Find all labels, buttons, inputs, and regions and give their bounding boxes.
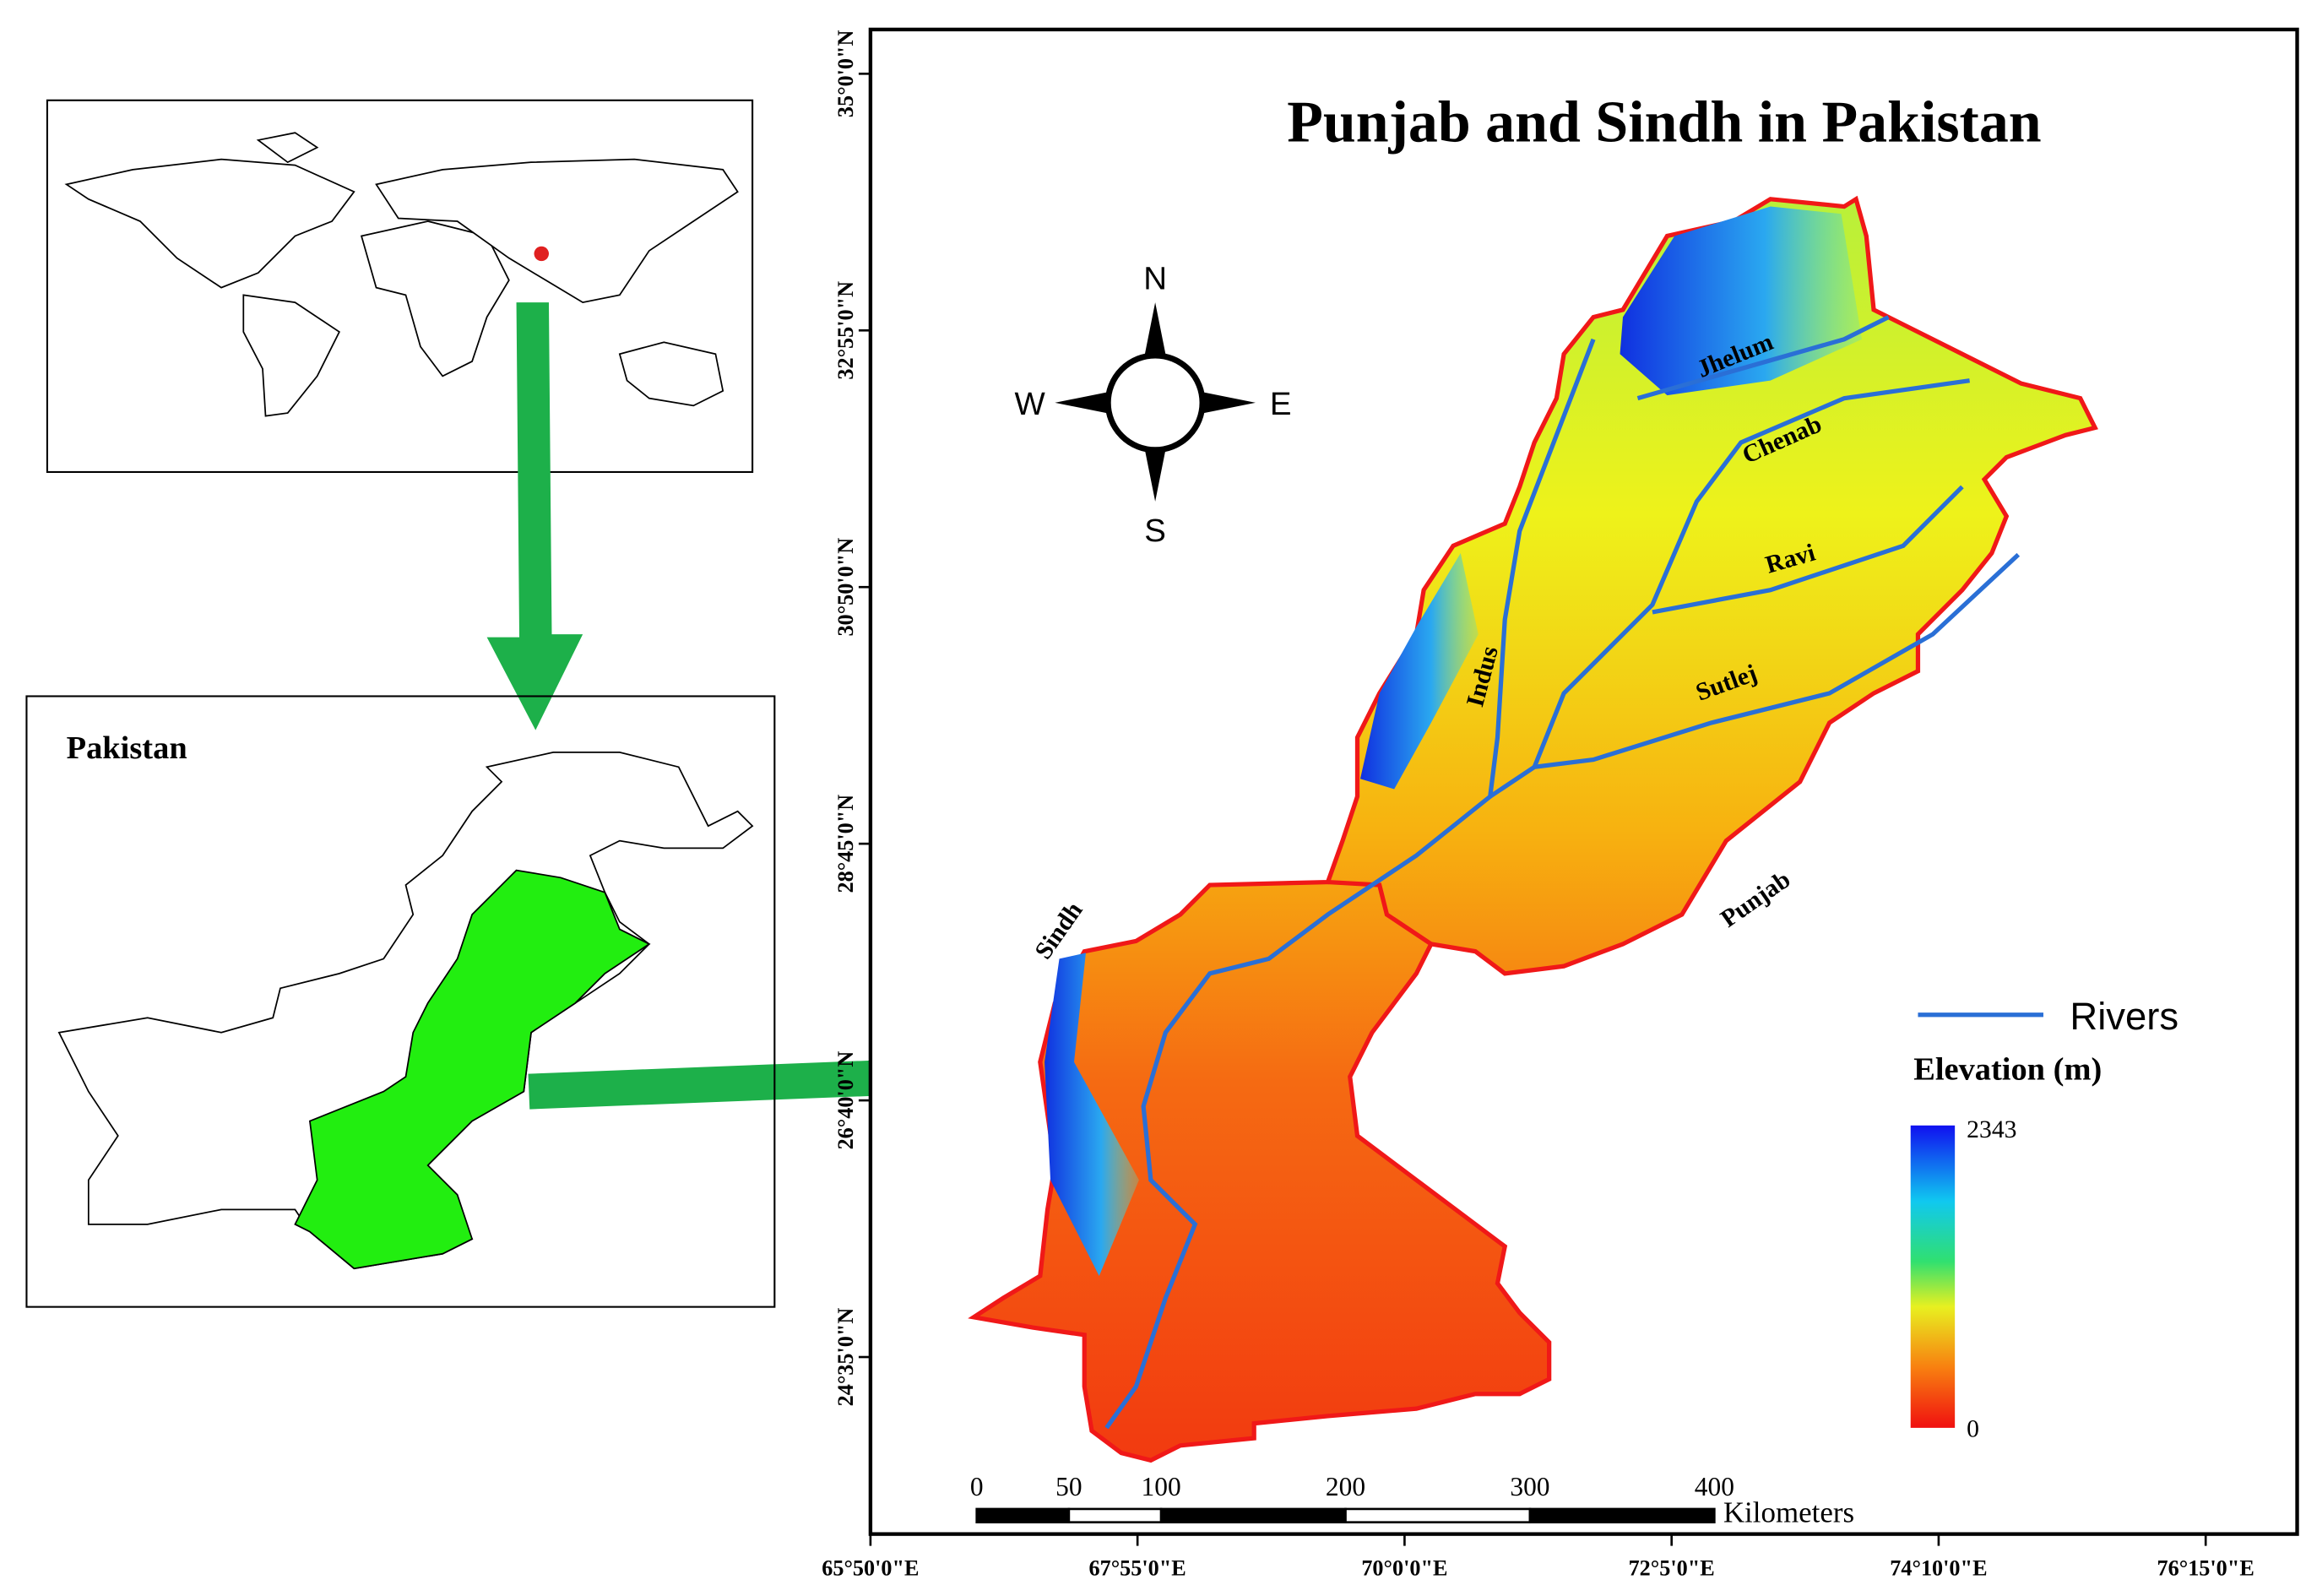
lon-label: 67°55'0"E [1089,1556,1186,1581]
compass-s: S [1144,513,1166,549]
legend-rivers: Rivers [2070,995,2178,1038]
arrow-down [486,302,583,730]
highlands [1044,206,1863,1276]
elevation-colorbar [1910,1125,1956,1428]
lat-label: 32°55'0"N [833,281,858,380]
inset-title: Pakistan [67,730,187,766]
world-continents [64,132,739,417]
legend-elevation-title: Elevation (m) [1913,1052,2102,1088]
lat-label: 28°45'0"N [833,795,858,893]
colorbar-min: 0 [1967,1415,1979,1442]
scale-tick-label: 200 [1326,1472,1365,1501]
lon-label: 76°15'0"E [2157,1556,2254,1581]
lon-label: 74°10'0"E [1890,1556,1987,1581]
colorbar-max: 2343 [1967,1116,2016,1143]
lon-label: 70°0'0"E [1361,1556,1447,1581]
scale-tick-label: 300 [1510,1472,1549,1501]
lon-label: 72°5'0"E [1629,1556,1715,1581]
scale-tick-label: 0 [970,1472,984,1501]
scale-segment [975,1507,1071,1523]
scale-segment [1159,1507,1347,1523]
lat-label: 35°0'0"N [833,30,858,117]
punjab-sindh-elevation [968,195,2098,1463]
pakistan-inset-frame [25,695,776,1308]
compass-e: E [1270,386,1292,422]
arrow-right [528,1029,1007,1121]
map-title: Punjab and Sindh in Pakistan [1287,90,2041,155]
lat-label: 24°35'0"N [833,1308,858,1407]
compass-w: W [1014,386,1045,422]
compass: N S E W [1014,260,1291,549]
scale-segment [1528,1507,1716,1523]
rivers [1104,315,2021,1430]
scale-segment [1067,1507,1163,1523]
punjab-sindh-inset [294,869,651,1270]
pakistan-highlight [534,246,549,262]
scale-tick-label: 100 [1142,1472,1181,1501]
scale-unit: Kilometers [1723,1496,1854,1529]
scale-tick-label: 400 [1695,1472,1734,1501]
province-border [1327,879,1433,947]
scale-segment [1344,1507,1532,1523]
lat-label: 26°40'0"N [833,1051,858,1150]
scale-tick-label: 50 [1055,1472,1082,1501]
lon-label: 65°50'0"E [822,1556,919,1581]
compass-n: N [1143,260,1167,296]
lat-label: 30°50'0"N [833,538,858,637]
